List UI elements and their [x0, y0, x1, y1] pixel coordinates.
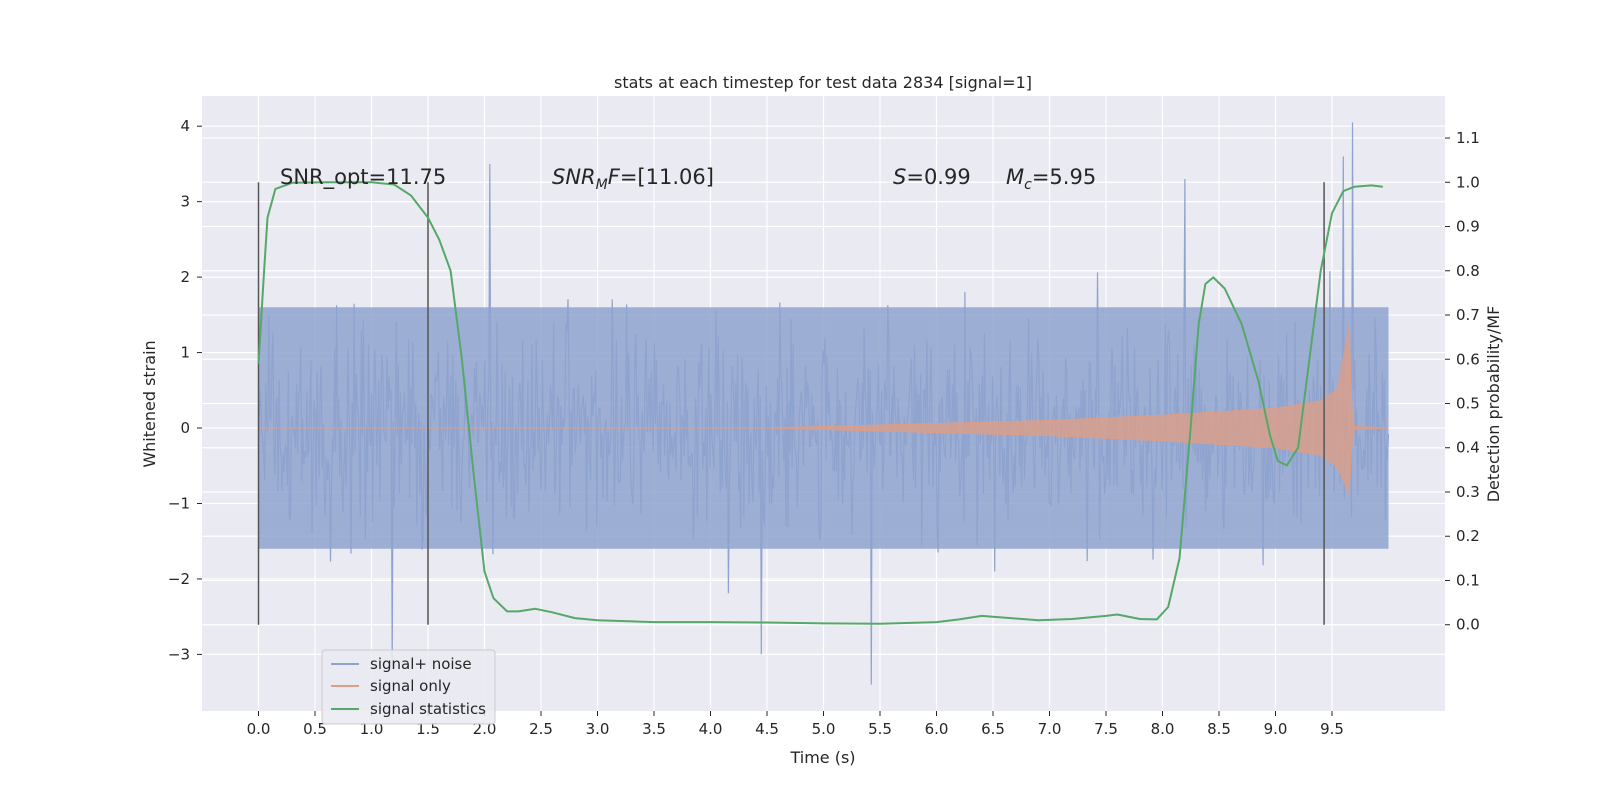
y-tick-label: 2	[180, 268, 190, 286]
y-tick-label: −2	[168, 570, 190, 588]
signal-only-series	[258, 326, 1389, 495]
y-tick-label: 0	[180, 419, 190, 437]
x-tick-label: 5.5	[868, 720, 892, 738]
x-tick-label: 9.0	[1264, 720, 1288, 738]
legend-box	[321, 649, 496, 725]
y-right-tick-label: 1.1	[1456, 129, 1480, 147]
x-tick-label: 6.5	[981, 720, 1005, 738]
legend-label-signal-noise: signal+ noise	[370, 655, 472, 673]
x-tick-label: 9.5	[1320, 720, 1344, 738]
y-tick-label: −1	[168, 494, 190, 512]
x-tick-label: 8.5	[1207, 720, 1231, 738]
signal-statistics-series	[257, 181, 1383, 625]
axis-ticks: 0.0 0.5 1.0 1.5 2.0 2.5 3.0 3.5 4.0 4.5 5.0 5.5 6.0 6…	[168, 117, 1480, 738]
y-tick-label: 4	[180, 117, 190, 135]
annotation-snr-opt: SNR_opt=11.75	[280, 165, 446, 190]
legend: signal+ noise signal only signal statist…	[321, 649, 496, 725]
x-tick-label: 7.5	[1094, 720, 1118, 738]
legend-label-signal-only: signal only	[370, 677, 451, 695]
signal-only-band	[258, 326, 1389, 495]
annotation-snr-mf: SNRMF=[11.06]	[552, 165, 714, 193]
x-tick-label: 4.5	[755, 720, 779, 738]
signal-statistics-line	[257, 181, 1383, 625]
y-right-axis-label: Detection probability/MF	[1484, 306, 1503, 503]
x-tick-label: 3.0	[586, 720, 610, 738]
signal-noise-line	[257, 122, 1390, 685]
x-tick-label: 7.0	[1038, 720, 1062, 738]
chart-title: stats at each timestep for test data 283…	[614, 73, 1032, 92]
legend-label-signal-statistics: signal statistics	[370, 700, 486, 718]
x-axis-label: Time (s)	[789, 748, 855, 767]
y-right-tick-label: 0.9	[1456, 218, 1480, 236]
x-tick-label: 3.5	[642, 720, 666, 738]
y-right-tick-label: 0.3	[1456, 483, 1480, 501]
x-tick-label: 6.0	[925, 720, 949, 738]
x-tick-label: 4.0	[699, 720, 723, 738]
annotation-mc: Mc=5.95	[1006, 165, 1096, 193]
y-right-tick-label: 0.5	[1456, 395, 1480, 413]
y-right-tick-label: 1.0	[1456, 173, 1480, 191]
y-right-tick-label: 0.8	[1456, 262, 1480, 280]
y-tick-label: 3	[180, 193, 190, 211]
y-tick-label: 1	[180, 344, 190, 362]
y-axis-label: Whitened strain	[140, 340, 159, 467]
y-right-tick-label: 0.4	[1456, 439, 1480, 457]
y-right-tick-label: 0.0	[1456, 616, 1480, 634]
y-right-tick-label: 0.2	[1456, 527, 1480, 545]
y-right-tick-label: 0.1	[1456, 571, 1480, 589]
x-tick-label: 0.0	[247, 720, 271, 738]
y-right-tick-label: 0.6	[1456, 350, 1480, 368]
x-tick-label: 5.0	[812, 720, 836, 738]
annotation-s: S=0.99	[893, 165, 971, 189]
y-right-tick-label: 0.7	[1456, 306, 1480, 324]
x-tick-label: 2.5	[529, 720, 553, 738]
y-tick-label: −3	[168, 645, 190, 663]
x-tick-label: 8.0	[1151, 720, 1175, 738]
x-tick-label: 0.5	[303, 720, 327, 738]
